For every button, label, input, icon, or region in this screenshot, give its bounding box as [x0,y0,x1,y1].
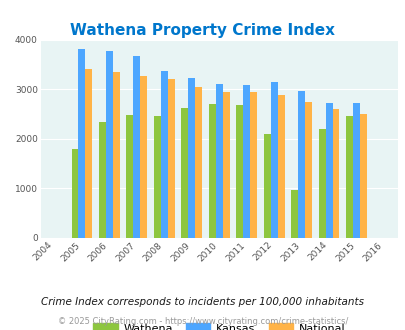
Bar [318,129,325,238]
Bar [195,87,202,238]
Bar [345,116,352,238]
Bar [209,104,215,238]
Bar [106,51,113,238]
Bar [352,103,359,238]
Bar [243,85,249,238]
Legend: Wathena, Kansas, National: Wathena, Kansas, National [89,318,349,330]
Bar [126,115,133,238]
Text: Crime Index corresponds to incidents per 100,000 inhabitants: Crime Index corresponds to incidents per… [41,297,364,307]
Bar [188,78,195,238]
Bar [325,103,332,238]
Bar [277,95,284,238]
Bar [215,84,222,238]
Bar [167,79,174,238]
Bar [113,72,119,238]
Bar [305,102,311,238]
Bar [236,105,243,238]
Bar [140,76,147,238]
Bar [263,134,270,238]
Bar [332,109,339,238]
Text: © 2025 CityRating.com - https://www.cityrating.com/crime-statistics/: © 2025 CityRating.com - https://www.city… [58,317,347,326]
Bar [298,91,305,238]
Bar [133,56,140,238]
Bar [222,92,229,238]
Bar [359,115,366,238]
Bar [249,92,256,238]
Bar [291,189,298,238]
Bar [99,122,106,238]
Bar [181,108,188,238]
Bar [78,49,85,238]
Bar [160,71,167,238]
Bar [153,116,160,238]
Bar [270,82,277,238]
Bar [85,69,92,238]
Bar [71,148,78,238]
Text: Wathena Property Crime Index: Wathena Property Crime Index [70,23,335,38]
